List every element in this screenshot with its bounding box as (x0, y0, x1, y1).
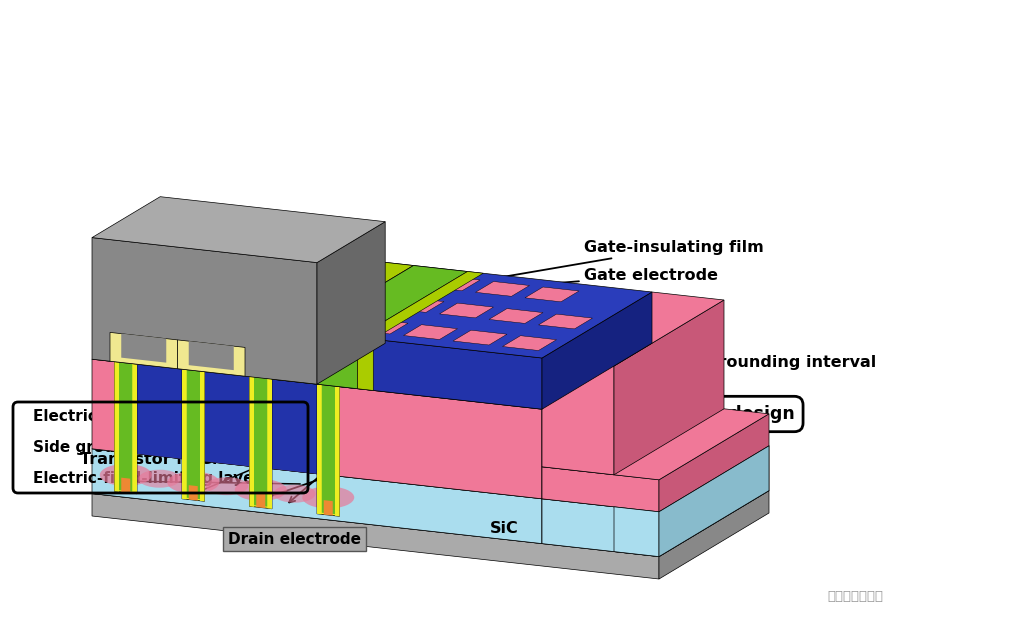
Polygon shape (542, 343, 652, 499)
Ellipse shape (235, 479, 287, 501)
Polygon shape (542, 433, 769, 512)
Text: Gate electrode: Gate electrode (390, 268, 719, 299)
Polygon shape (268, 379, 272, 509)
Polygon shape (335, 386, 340, 516)
Polygon shape (614, 507, 659, 557)
Polygon shape (133, 364, 137, 494)
Polygon shape (272, 328, 542, 409)
Polygon shape (187, 369, 200, 499)
Ellipse shape (139, 470, 180, 488)
Polygon shape (205, 372, 249, 466)
Polygon shape (323, 500, 333, 515)
Polygon shape (249, 377, 272, 509)
Polygon shape (659, 414, 769, 512)
Polygon shape (476, 281, 529, 296)
Polygon shape (272, 262, 652, 358)
Text: Gate-insulating film: Gate-insulating film (367, 240, 765, 302)
Polygon shape (525, 287, 579, 302)
Polygon shape (119, 362, 133, 492)
Polygon shape (358, 271, 484, 339)
Text: SiC: SiC (490, 521, 519, 536)
Text: Side grounding: Side grounding (33, 440, 163, 455)
Polygon shape (659, 490, 769, 579)
Polygon shape (489, 309, 544, 323)
Polygon shape (272, 262, 414, 331)
Ellipse shape (99, 464, 152, 486)
Polygon shape (542, 433, 652, 544)
Polygon shape (321, 385, 335, 514)
Polygon shape (92, 359, 542, 499)
Polygon shape (92, 197, 385, 263)
Ellipse shape (302, 487, 354, 509)
Polygon shape (542, 292, 724, 366)
Polygon shape (404, 324, 457, 339)
Text: Electric-field-limiting layer: Electric-field-limiting layer (33, 472, 262, 487)
Polygon shape (189, 485, 198, 500)
Polygon shape (92, 293, 652, 409)
Text: Side grounding interval: Side grounding interval (661, 356, 876, 371)
Polygon shape (317, 384, 321, 514)
Polygon shape (542, 499, 659, 557)
Ellipse shape (167, 472, 219, 494)
Polygon shape (538, 314, 592, 329)
Polygon shape (354, 319, 408, 334)
Polygon shape (272, 328, 303, 383)
Text: Electric-field-limiting structure: Electric-field-limiting structure (33, 409, 298, 424)
Polygon shape (182, 369, 187, 499)
Polygon shape (542, 358, 614, 475)
Polygon shape (542, 401, 769, 480)
Polygon shape (503, 336, 557, 351)
Polygon shape (439, 303, 494, 318)
Polygon shape (542, 467, 659, 512)
Polygon shape (249, 377, 254, 507)
Polygon shape (115, 362, 119, 492)
Polygon shape (542, 292, 652, 409)
Polygon shape (92, 449, 542, 544)
Text: 半导体行业观察: 半导体行业观察 (827, 590, 883, 603)
Text: Source electrode: Source electrode (117, 275, 270, 290)
Polygon shape (304, 314, 359, 328)
Polygon shape (177, 340, 245, 376)
Polygon shape (614, 300, 724, 475)
Text: High-impurity doped layer: High-impurity doped layer (259, 452, 498, 501)
Polygon shape (303, 265, 467, 338)
Polygon shape (358, 338, 373, 391)
Ellipse shape (206, 477, 248, 495)
Polygon shape (115, 362, 137, 494)
Ellipse shape (274, 485, 315, 503)
Polygon shape (426, 276, 480, 291)
Polygon shape (659, 446, 769, 557)
Polygon shape (390, 298, 444, 313)
Polygon shape (272, 379, 317, 474)
Polygon shape (189, 341, 234, 370)
Polygon shape (110, 333, 177, 369)
Polygon shape (92, 383, 652, 499)
Text: Flexible design: Flexible design (646, 405, 794, 423)
Polygon shape (303, 331, 358, 389)
Polygon shape (200, 371, 205, 501)
Polygon shape (659, 446, 769, 557)
Polygon shape (122, 477, 130, 493)
Polygon shape (137, 364, 182, 459)
Polygon shape (182, 369, 205, 501)
Polygon shape (122, 334, 166, 363)
Polygon shape (317, 222, 385, 384)
Polygon shape (341, 292, 394, 307)
Polygon shape (92, 238, 317, 384)
Polygon shape (317, 384, 340, 516)
Polygon shape (254, 377, 268, 507)
Polygon shape (257, 493, 266, 508)
Polygon shape (376, 270, 431, 285)
Polygon shape (92, 427, 769, 557)
Polygon shape (453, 330, 507, 345)
Polygon shape (92, 494, 659, 579)
Text: Insulating film: Insulating film (125, 295, 256, 351)
Text: Transistor interval: Transistor interval (79, 452, 246, 467)
Text: Drain electrode: Drain electrode (228, 532, 361, 547)
